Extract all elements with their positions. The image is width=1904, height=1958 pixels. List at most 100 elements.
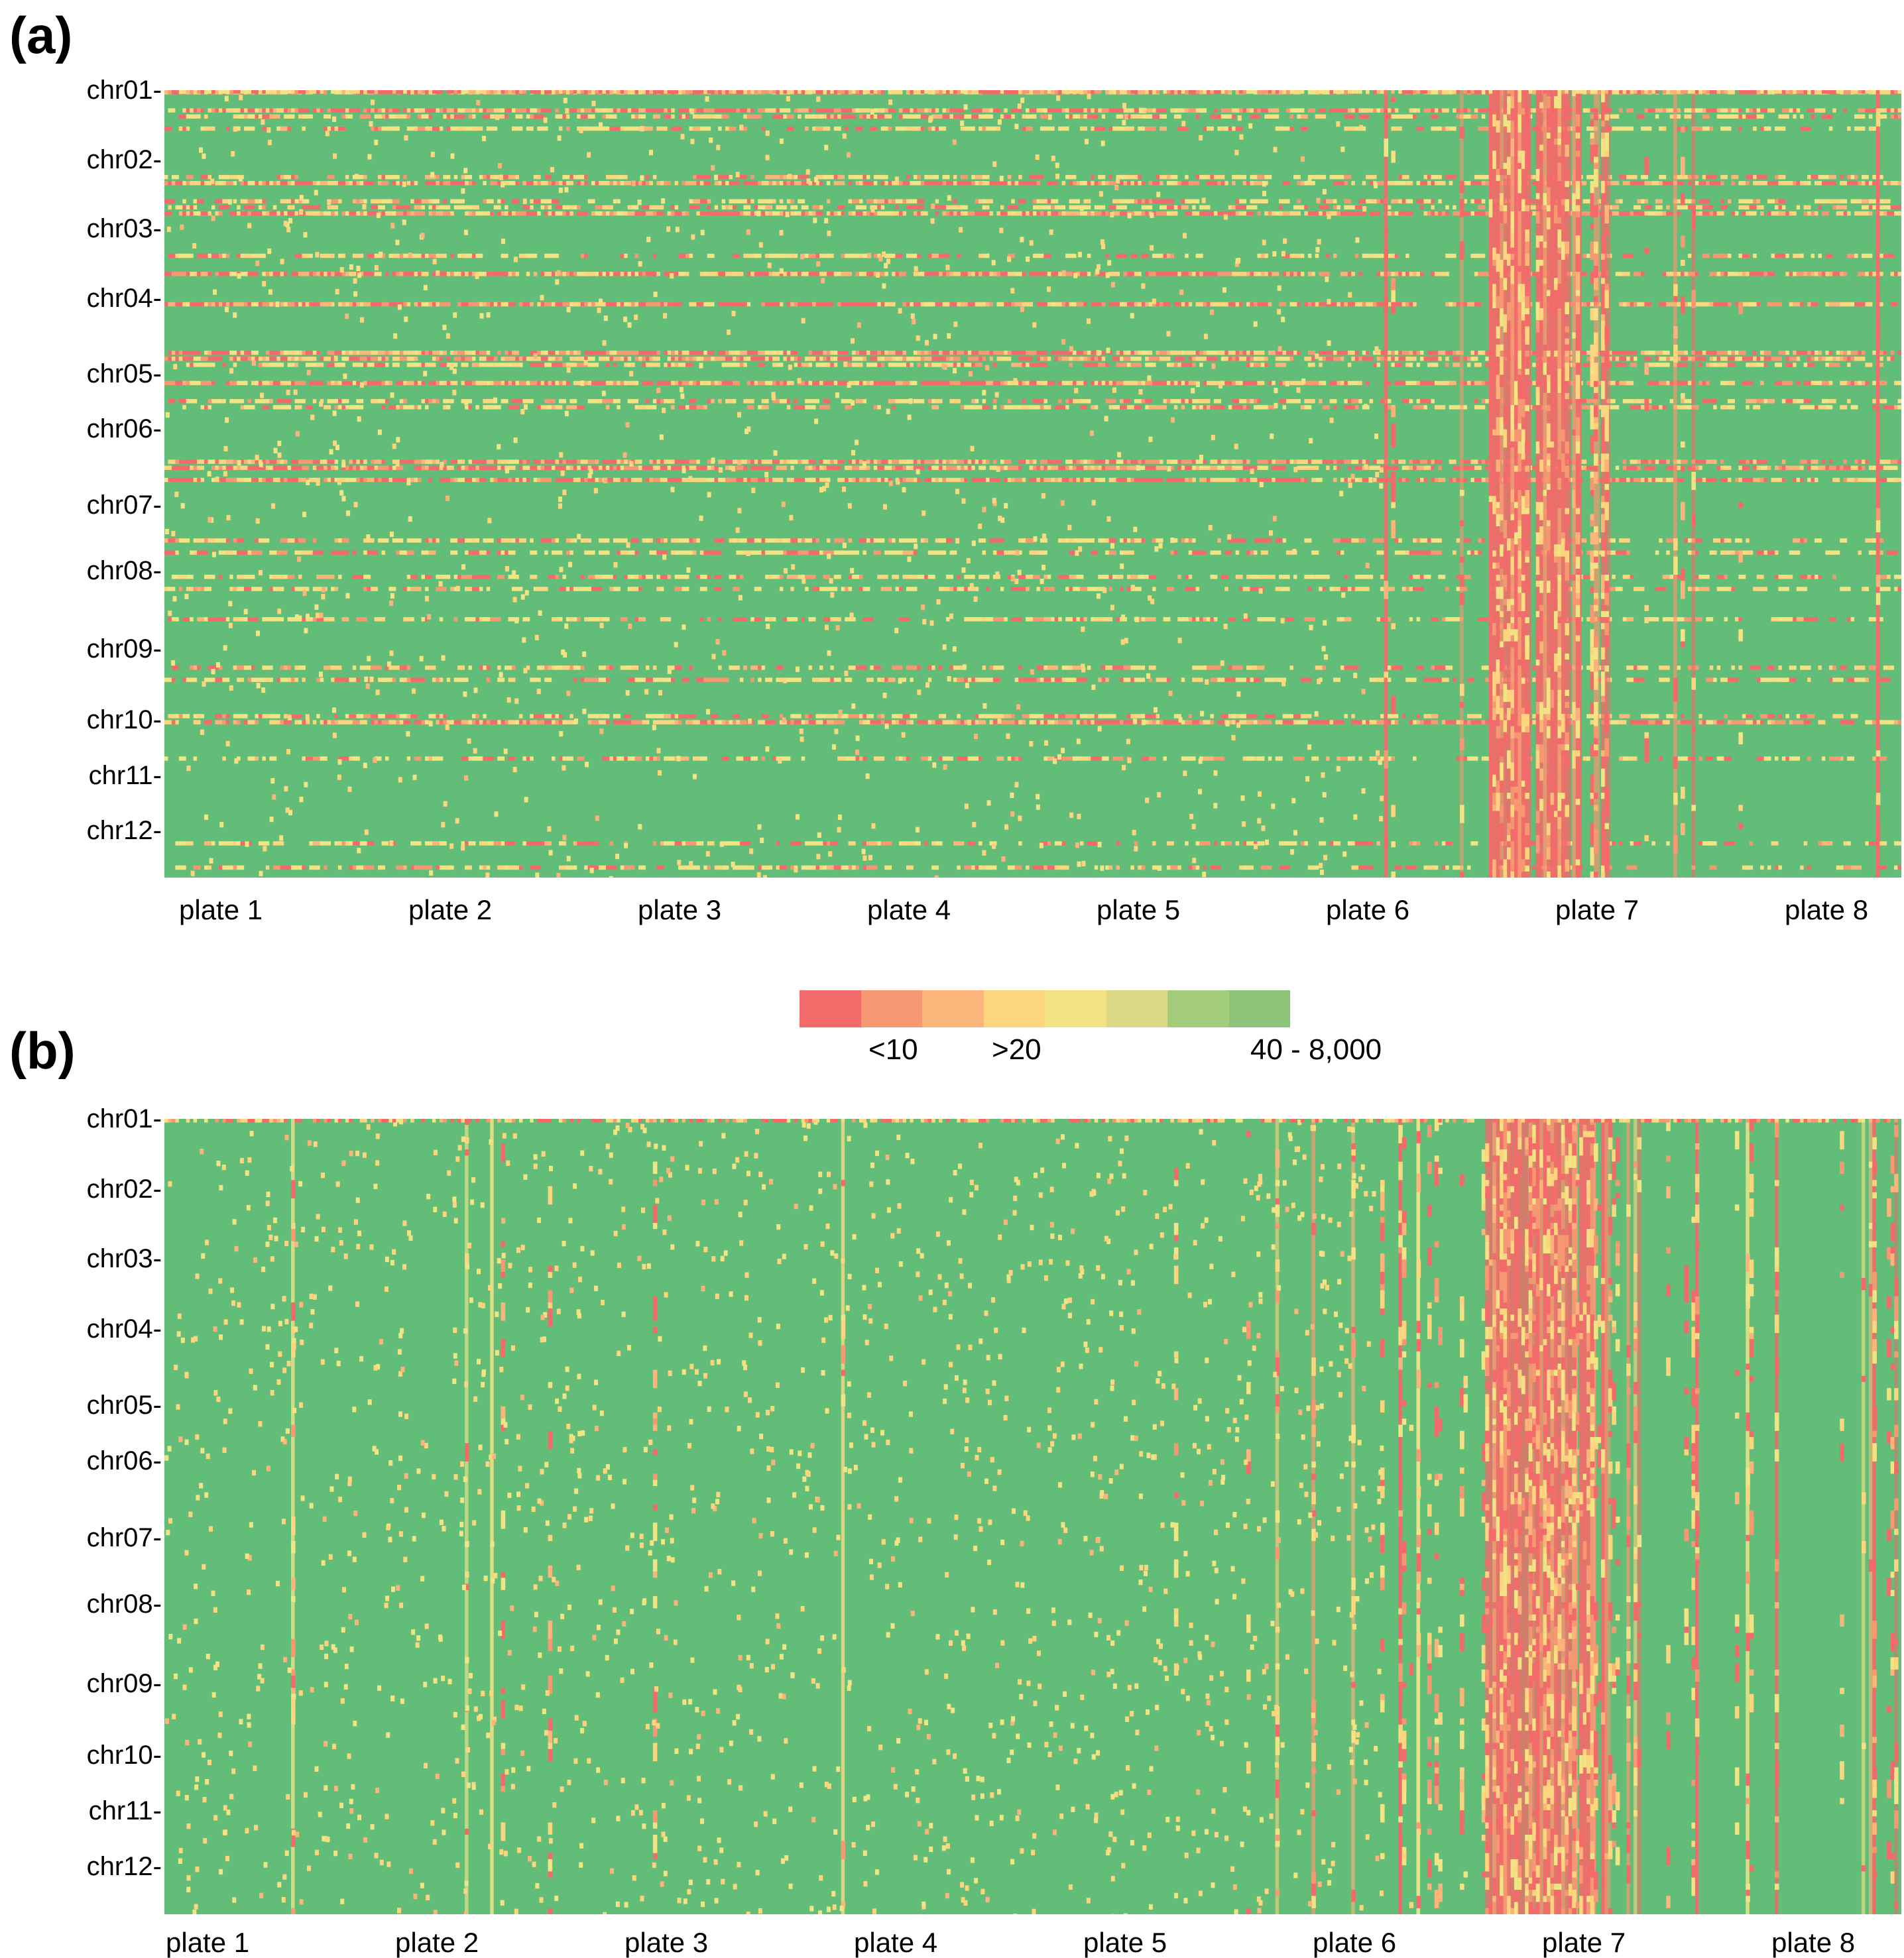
heatmap-cell xyxy=(1307,363,1312,367)
heatmap-cell xyxy=(631,108,642,113)
heatmap-cell xyxy=(801,211,805,216)
heatmap-cell xyxy=(989,357,993,361)
heatmap-cell xyxy=(272,181,277,186)
heatmap-cell xyxy=(190,181,194,186)
heatmap-cell xyxy=(682,114,685,119)
heatmap-cell xyxy=(193,363,205,367)
heatmap-cell xyxy=(754,459,758,464)
heatmap-cell xyxy=(1123,108,1127,113)
heatmap-cell xyxy=(1695,272,1699,276)
heatmap-cell xyxy=(1188,108,1200,113)
heatmap-cell xyxy=(667,272,672,276)
heatmap-cell xyxy=(1463,357,1467,361)
heatmap-cell xyxy=(772,211,784,216)
heatmap-cell xyxy=(258,108,266,113)
heatmap-cell xyxy=(562,114,566,119)
heatmap-cell xyxy=(186,181,190,186)
heatmap-cell xyxy=(1706,459,1717,464)
heatmap-cell xyxy=(309,90,313,95)
heatmap-cell xyxy=(685,357,689,361)
heatmap-cell xyxy=(1033,272,1040,276)
heatmap-cell xyxy=(175,357,179,361)
heatmap-cell xyxy=(1166,302,1171,307)
heatmap-cell xyxy=(808,253,819,259)
heatmap-cell xyxy=(678,350,682,355)
heatmap-cell xyxy=(729,126,737,131)
heatmap-cell xyxy=(200,302,205,307)
heatmap-cell xyxy=(1101,380,1109,386)
heatmap-cell xyxy=(1173,108,1178,113)
heatmap-cell xyxy=(558,126,563,131)
heatmap-cell xyxy=(1441,272,1446,276)
heatmap-cell xyxy=(638,211,650,216)
heatmap-cell xyxy=(1160,205,1163,210)
heatmap-cell xyxy=(367,211,379,216)
heatmap-cell xyxy=(960,205,968,210)
heatmap-cell xyxy=(1264,114,1276,119)
heatmap-cell xyxy=(316,380,324,386)
heatmap-cell xyxy=(823,253,831,259)
heatmap-cell xyxy=(1087,108,1091,113)
heatmap-cell xyxy=(707,399,711,404)
heatmap-cell xyxy=(880,363,885,367)
heatmap-cell xyxy=(808,399,819,404)
heatmap-cell xyxy=(501,459,512,464)
heatmap-cell xyxy=(349,272,360,276)
heatmap-cell xyxy=(193,350,201,355)
heatmap-cell xyxy=(1344,380,1348,386)
heatmap-cell xyxy=(1073,350,1077,355)
heatmap-cell xyxy=(819,380,827,386)
heatmap-cell xyxy=(352,302,357,307)
heatmap-cell xyxy=(1134,405,1142,410)
heatmap-cell xyxy=(1756,363,1768,367)
heatmap-cell xyxy=(1087,211,1091,216)
heatmap-cell xyxy=(197,114,201,119)
heatmap-cell xyxy=(505,363,508,367)
heatmap-cell xyxy=(182,253,194,259)
heatmap-cell xyxy=(645,399,650,404)
heatmap-cell xyxy=(518,108,530,113)
heatmap-cell xyxy=(193,272,198,276)
heatmap-cell xyxy=(1014,181,1022,186)
heatmap-cell xyxy=(794,253,798,259)
heatmap-cell xyxy=(794,174,798,180)
heatmap-cell xyxy=(182,126,186,131)
heatmap-cell xyxy=(1272,380,1276,386)
heatmap-cell xyxy=(233,380,237,386)
heatmap-cell xyxy=(946,253,950,259)
heatmap-cell xyxy=(1289,253,1301,259)
heatmap-cell xyxy=(584,126,592,131)
heatmap-cell xyxy=(1319,302,1323,307)
heatmap-cell xyxy=(1427,350,1435,355)
heatmap-cell xyxy=(942,114,953,119)
heatmap-cell xyxy=(656,350,660,355)
heatmap-cell xyxy=(418,405,422,410)
heatmap-cell xyxy=(1282,405,1287,410)
heatmap-cell xyxy=(599,350,603,355)
heatmap-cell xyxy=(902,399,910,404)
heatmap-cell xyxy=(425,181,432,186)
heatmap-cell xyxy=(1449,459,1457,464)
heatmap-cell xyxy=(1112,302,1116,307)
heatmap-cell xyxy=(707,174,711,180)
heatmap-cell xyxy=(892,405,896,410)
heatmap-cell xyxy=(848,199,853,203)
heatmap-cell xyxy=(689,253,693,259)
heatmap-cell xyxy=(1101,302,1106,307)
heatmap-cell xyxy=(1811,114,1815,119)
heatmap-cell xyxy=(1897,405,1901,410)
heatmap-cell xyxy=(1007,380,1012,386)
heatmap-cell xyxy=(305,363,317,367)
heatmap-cell xyxy=(779,399,791,404)
heatmap-cell xyxy=(631,363,635,367)
heatmap-cell xyxy=(215,465,223,470)
heatmap-cell xyxy=(1282,199,1290,203)
heatmap-cell xyxy=(1731,211,1735,216)
heatmap-cell xyxy=(721,114,729,119)
heatmap-cell xyxy=(645,350,650,355)
heatmap-cell xyxy=(1434,211,1439,216)
heatmap-cell xyxy=(1108,174,1113,180)
heatmap-cell xyxy=(595,126,606,131)
heatmap-cell xyxy=(1344,199,1352,203)
heatmap-cell xyxy=(1807,363,1815,367)
